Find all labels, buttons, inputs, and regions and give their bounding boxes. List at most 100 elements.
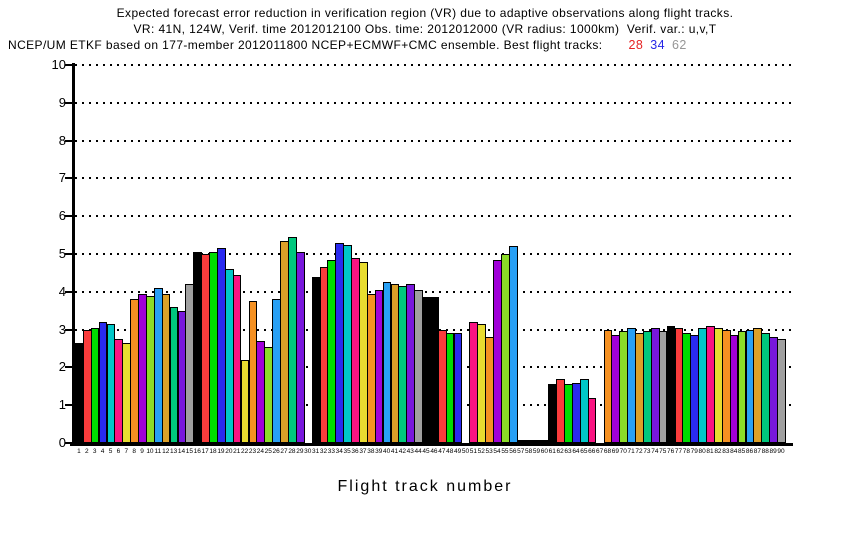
x-tick-label: 52 <box>477 448 485 455</box>
y-tick-label: 4 <box>58 283 66 299</box>
x-tick-label: 33 <box>327 448 335 455</box>
x-tick-label: 47 <box>438 448 446 455</box>
x-tick-label: 67 <box>595 448 604 455</box>
x-tick-label: 12 <box>162 448 170 455</box>
gridline <box>75 290 793 293</box>
x-tick-label: 62 <box>556 448 564 455</box>
x-tick-label: 88 <box>761 448 769 455</box>
x-tick-label: 18 <box>209 448 217 455</box>
x-tick-label: 90 <box>777 448 785 455</box>
x-tick-label: 48 <box>446 448 454 455</box>
x-tick-label: 35 <box>343 448 351 455</box>
y-axis-tick <box>65 139 73 142</box>
x-tick-label: 8 <box>132 448 136 455</box>
x-tick-label: 58 <box>524 448 533 455</box>
x-tick-label: 68 <box>603 448 612 455</box>
bar-track-21 <box>232 274 242 443</box>
x-tick-label: 30 <box>304 448 312 455</box>
y-axis-tick <box>65 442 73 444</box>
x-tick-label: 11 <box>154 448 162 455</box>
x-tick-label: 39 <box>375 448 383 455</box>
bar-track-29 <box>295 252 305 443</box>
best-track-number: 28 <box>628 38 644 52</box>
x-tick-label: 44 <box>414 448 422 455</box>
y-axis-tick <box>65 366 73 369</box>
y-tick-label: 7 <box>58 170 66 186</box>
x-tick-label: 20 <box>225 448 233 455</box>
x-tick-label: 27 <box>280 448 288 455</box>
y-tick-label: 6 <box>58 208 66 224</box>
x-tick-label: 72 <box>635 448 643 455</box>
x-tick-label: 25 <box>264 448 272 455</box>
x-tick-label: 63 <box>564 448 572 455</box>
x-tick-label: 29 <box>296 448 304 455</box>
gridline <box>75 177 793 180</box>
y-axis-tick <box>65 215 73 218</box>
x-tick-label: 4 <box>100 448 105 455</box>
x-tick-label: 45 <box>422 448 430 455</box>
x-tick-label: 22 <box>240 448 249 455</box>
x-tick-label: 87 <box>753 448 761 455</box>
best-track-number: 34 <box>650 38 665 52</box>
y-axis-tick <box>65 290 73 293</box>
x-tick-label: 37 <box>359 448 367 455</box>
x-tick-label: 73 <box>643 448 651 455</box>
x-tick-label: 51 <box>469 448 477 455</box>
x-tick-label: 43 <box>406 448 414 455</box>
x-tick-label: 49 <box>453 448 462 455</box>
x-tick-label: 50 <box>461 448 470 455</box>
x-tick-label: 57 <box>517 448 525 455</box>
chart-title-line-3: NCEP/UM ETKF based on 177-member 2012011… <box>8 38 687 52</box>
x-tick-label: 61 <box>548 448 556 455</box>
x-tick-label: 9 <box>140 448 144 455</box>
x-tick-label: 2 <box>85 448 89 455</box>
x-tick-label: 31 <box>311 448 320 455</box>
x-tick-label: 85 <box>737 448 746 455</box>
gridline <box>75 215 793 218</box>
x-tick-label: 65 <box>580 448 588 455</box>
x-tick-label: 75 <box>659 448 667 455</box>
x-tick-label: 79 <box>690 448 698 455</box>
x-tick-label: 59 <box>532 448 541 455</box>
gridline <box>75 139 793 142</box>
x-tick-label: 89 <box>769 448 777 455</box>
x-tick-label: 80 <box>698 448 706 455</box>
x-tick-label: 64 <box>572 448 580 455</box>
y-tick-label: 10 <box>51 57 66 72</box>
x-tick-label: 81 <box>706 448 714 455</box>
x-tick-label: 83 <box>722 448 730 455</box>
y-tick-label: 2 <box>58 359 66 375</box>
x-tick-label: 60 <box>540 448 548 455</box>
x-tick-label: 40 <box>382 448 391 455</box>
y-tick-label: 5 <box>58 246 66 261</box>
y-tick-label: 8 <box>58 132 66 148</box>
x-tick-label: 86 <box>745 448 754 455</box>
x-tick-label: 41 <box>390 448 399 455</box>
x-tick-label: 28 <box>288 448 296 455</box>
x-tick-label: 15 <box>185 448 193 455</box>
x-tick-label: 71 <box>627 448 635 455</box>
bar-track-66 <box>587 397 597 443</box>
gridline <box>75 101 793 104</box>
x-tick-label: 53 <box>485 448 493 455</box>
x-tick-label: 84 <box>730 448 738 455</box>
x-tick-label: 6 <box>116 448 121 455</box>
x-tick-label: 69 <box>611 448 619 455</box>
x-tick-label: 38 <box>367 448 375 455</box>
x-axis-line <box>70 443 793 446</box>
x-tick-label: 66 <box>588 448 596 455</box>
x-tick-label: 82 <box>714 448 722 455</box>
x-tick-label: 14 <box>177 448 186 455</box>
x-tick-label: 70 <box>619 448 627 455</box>
x-tick-label: 77 <box>674 448 683 455</box>
y-tick-label: 9 <box>58 94 66 110</box>
x-tick-label: 26 <box>272 448 280 455</box>
best-tracks-list: 28 34 62 <box>603 38 687 52</box>
x-tick-label: 55 <box>501 448 509 455</box>
y-tick-label: 0 <box>58 435 66 450</box>
y-tick-label: 1 <box>58 397 66 413</box>
x-tick-label: 5 <box>108 448 113 455</box>
y-axis-tick <box>65 177 73 180</box>
best-track-number: 62 <box>671 38 687 52</box>
